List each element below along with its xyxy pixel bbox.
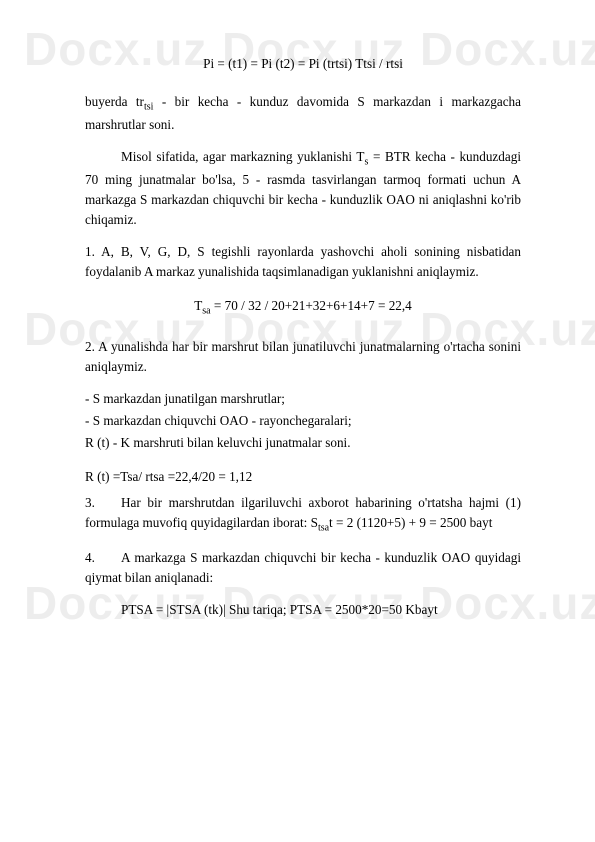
subscript: sa [202,306,210,317]
page-content: Pi = (t1) = Pi (t2) = Pi (trtsi) Ttsi / … [85,54,521,620]
subscript: tsi [144,102,153,113]
item-2: 2. A yunalishda har bir marshrut bilan j… [85,337,521,377]
item-3: 3.Har bir marshrutdan ilgariluvchi axbor… [85,493,521,536]
item-1: 1. A, B, V, G, D, S tegishli rayonlarda … [85,242,521,282]
line-rt: R (t) =Tsa/ rtsa =22,4/20 = 1,12 [85,467,521,487]
list-line-c: R (t) - K marshruti bilan keluvchi junat… [85,433,521,453]
paragraph-2: Misol sifatida, agar markazning yuklanis… [85,147,521,230]
text: Misol sifatida, agar markazning yuklanis… [121,149,364,164]
item-4-number: 4. [85,548,121,568]
formula-top: Pi = (t1) = Pi (t2) = Pi (trtsi) Ttsi / … [85,54,521,74]
formula-ptsa: PTSA = |STSA (tk)| Shu tariqa; PTSA = 25… [85,600,521,620]
list-line-a: - S markazdan junatilgan marshrutlar; [85,389,521,409]
item-3-number: 3. [85,493,121,513]
paragraph-1: buyerda trtsi - bir kecha - kunduz davom… [85,92,521,135]
text: A markazga S markazdan chiquvchi bir kec… [85,550,521,585]
text: buyerda tr [85,94,144,109]
list-line-b: - S markazdan chiquvchi OAO - rayonchega… [85,411,521,431]
text: t = 2 (1120+5) + 9 = 2500 bayt [329,515,492,530]
text: = 70 / 32 / 20+21+32+6+14+7 = 22,4 [211,298,412,313]
subscript: tsa [318,523,329,534]
formula-tsa: Tsa = 70 / 32 / 20+21+32+6+14+7 = 22,4 [85,296,521,319]
item-4: 4.A markazga S markazdan chiquvchi bir k… [85,548,521,588]
